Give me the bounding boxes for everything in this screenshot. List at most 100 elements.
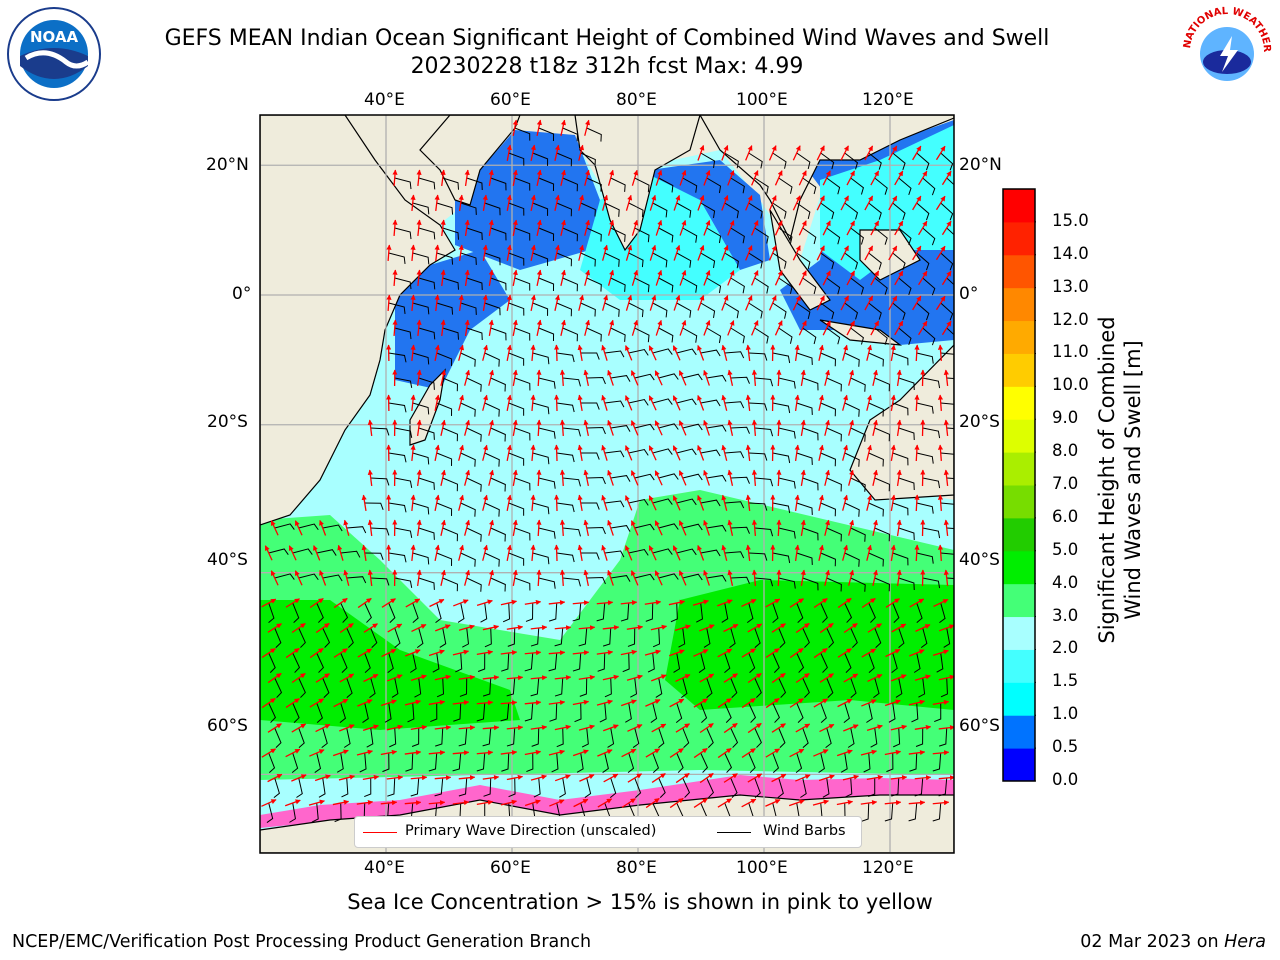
- wave-arrow: [631, 169, 639, 186]
- wave-arrow: [607, 519, 614, 536]
- wind-barb: [578, 627, 588, 647]
- wind-barb: [562, 177, 578, 192]
- wave-arrow: [668, 599, 686, 606]
- wind-barb: [490, 577, 506, 592]
- wave-arrow: [651, 773, 666, 783]
- wave-arrow: [721, 394, 728, 411]
- wave-arrow: [261, 799, 277, 807]
- colorbar-segment: [1003, 649, 1035, 683]
- wind-barb: [652, 252, 668, 268]
- wave-arrow: [885, 598, 900, 608]
- wave-arrow: [333, 597, 348, 609]
- wind-barb: [868, 602, 876, 623]
- wave-arrow: [745, 394, 751, 412]
- wave-arrow: [631, 219, 639, 236]
- wave-arrow: [416, 419, 422, 437]
- wave-arrow: [601, 394, 608, 411]
- wave-arrow: [812, 799, 829, 806]
- wind-barb: [394, 177, 412, 190]
- wave-arrow: [890, 494, 896, 511]
- barb-legend-label: Wind Barbs: [763, 823, 846, 839]
- wave-arrow: [776, 519, 782, 537]
- wave-arrow: [842, 544, 849, 561]
- wave-arrow: [697, 495, 705, 511]
- wind-barb: [772, 602, 779, 624]
- wind-barb: [682, 277, 698, 293]
- wind-barb: [466, 327, 483, 341]
- wind-barb: [850, 377, 866, 392]
- wind-barb: [946, 277, 954, 286]
- wind-barb: [706, 424, 727, 432]
- wave-arrow: [530, 394, 536, 412]
- wind-barb: [524, 702, 534, 722]
- wind-barb: [826, 577, 842, 592]
- wave-arrow: [294, 520, 303, 536]
- wave-arrow: [530, 444, 536, 462]
- wave-arrow: [554, 344, 560, 362]
- wave-arrow: [842, 394, 849, 411]
- wind-barb: [936, 652, 944, 673]
- wind-barb: [418, 177, 436, 190]
- wind-barb: [292, 702, 300, 723]
- wind-barb: [412, 552, 430, 565]
- wind-barb: [676, 498, 697, 506]
- wind-barb: [946, 377, 954, 379]
- wind-barb: [466, 477, 482, 492]
- wave-arrow: [840, 245, 849, 261]
- wave-arrow: [434, 674, 452, 681]
- wave-arrow: [627, 773, 642, 783]
- wave-arrow: [717, 798, 732, 808]
- wave-arrow: [935, 195, 946, 211]
- wind-barb: [340, 652, 348, 673]
- wind-barb: [820, 252, 835, 270]
- wind-barb: [556, 452, 575, 463]
- wave-arrow: [771, 723, 786, 733]
- wind-barb: [700, 349, 721, 357]
- colorbar-tick-label: 1.5: [1052, 671, 1079, 691]
- wave-arrow: [794, 444, 800, 462]
- wind-barb: [484, 452, 500, 467]
- wave-arrow: [621, 748, 637, 758]
- wind-barb: [706, 474, 727, 482]
- wave-arrow: [819, 622, 834, 634]
- wave-arrow: [914, 394, 920, 412]
- wave-arrow: [440, 269, 446, 287]
- wind-barb: [886, 752, 894, 773]
- wind-barb: [388, 302, 406, 314]
- lat-tick-left: 20°N: [206, 155, 249, 175]
- wave-arrow: [500, 799, 517, 806]
- wind-barb: [549, 702, 558, 722]
- wave-arrow: [918, 220, 928, 236]
- wave-arrow: [884, 699, 901, 707]
- wave-arrow: [434, 775, 452, 781]
- wind-barb: [730, 327, 745, 344]
- wind-barb: [940, 552, 954, 555]
- wind-barb: [538, 577, 556, 589]
- wave-arrow: [824, 469, 831, 486]
- wind-barb: [647, 652, 655, 673]
- wind-barb: [556, 202, 572, 217]
- wave-arrow: [675, 723, 690, 733]
- colorbar-segment: [1003, 419, 1035, 453]
- wind-barb: [916, 252, 930, 271]
- wind-barb: [658, 227, 674, 243]
- wave-arrow: [795, 672, 810, 684]
- wave-arrow: [908, 800, 926, 806]
- wave-arrow: [679, 319, 687, 336]
- wind-barb: [586, 426, 606, 435]
- wave-arrow: [896, 419, 902, 437]
- wave-arrow: [596, 649, 614, 656]
- wind-barb: [490, 427, 506, 442]
- wave-arrow: [338, 774, 355, 781]
- wave-arrow: [524, 799, 541, 807]
- wave-arrow: [536, 469, 542, 487]
- wind-barb: [394, 427, 413, 438]
- wave-arrow: [362, 724, 379, 732]
- wave-arrow: [482, 344, 489, 361]
- wind-barb: [658, 423, 679, 430]
- wave-arrow: [392, 169, 398, 187]
- wave-arrow: [530, 625, 548, 631]
- wind-barb: [658, 277, 674, 293]
- wave-arrow: [452, 800, 470, 806]
- wave-arrow: [524, 650, 542, 656]
